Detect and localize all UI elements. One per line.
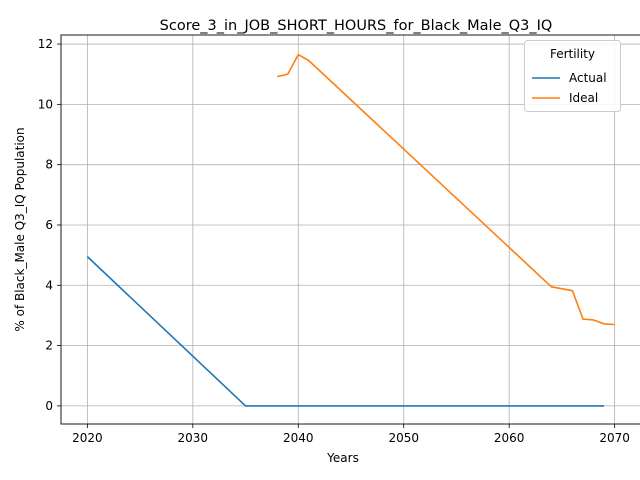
x-tick-label: 2030 bbox=[178, 431, 209, 445]
legend-label-ideal: Ideal bbox=[569, 91, 598, 105]
x-tick-label: 2040 bbox=[283, 431, 314, 445]
series-lines bbox=[86, 53, 615, 407]
legend-label-actual: Actual bbox=[569, 71, 607, 85]
x-tick-label: 2020 bbox=[72, 431, 103, 445]
x-axis: 2020 2030 2040 2050 2060 2070 bbox=[72, 424, 630, 445]
legend-title: Fertility bbox=[550, 47, 595, 61]
x-axis-label: Years bbox=[326, 451, 359, 465]
plot-frame bbox=[60, 34, 640, 425]
y-tick-label: 2 bbox=[45, 339, 53, 353]
y-tick-label: 4 bbox=[45, 278, 53, 292]
series-line-actual bbox=[86, 256, 605, 407]
x-tick-label: 2050 bbox=[388, 431, 419, 445]
y-tick-label: 6 bbox=[45, 218, 53, 232]
x-tick-label: 2070 bbox=[599, 431, 630, 445]
y-axis: 0 2 4 6 8 10 12 bbox=[38, 37, 61, 413]
legend-box bbox=[524, 40, 621, 112]
legend: Fertility Actual Ideal bbox=[524, 40, 621, 112]
grid bbox=[61, 35, 640, 424]
chart-title: Score_3_in_JOB_SHORT_HOURS_for_Black_Mal… bbox=[160, 18, 553, 34]
y-tick-label: 12 bbox=[38, 37, 53, 51]
series-line-ideal bbox=[277, 53, 615, 326]
y-tick-label: 10 bbox=[38, 97, 53, 111]
y-tick-label: 8 bbox=[45, 158, 53, 172]
y-axis-label: % of Black_Male Q3_IQ Population bbox=[13, 127, 27, 331]
x-tick-label: 2060 bbox=[494, 431, 525, 445]
y-tick-label: 0 bbox=[45, 399, 53, 413]
